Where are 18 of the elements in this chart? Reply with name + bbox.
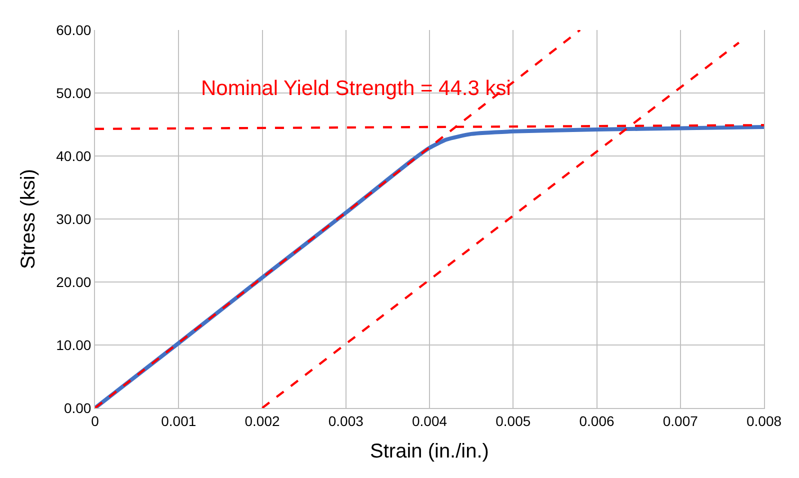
y-tick-label: 60.00 (56, 22, 92, 38)
y-tick-label: 30.00 (56, 210, 92, 227)
x-tick-label: 0.005 (496, 412, 531, 429)
x-tick-label: 0 (91, 412, 100, 429)
y-tick-label: 0.00 (64, 400, 92, 416)
x-tick-label: 0.008 (746, 412, 782, 429)
y-tick-label: 10.00 (56, 336, 92, 353)
x-tick-label: 0.004 (412, 412, 448, 429)
x-tick-label: 0.003 (328, 412, 364, 429)
y-tick-label: 20.00 (56, 274, 92, 290)
y-axis-title: Stress (ksi) (18, 169, 40, 269)
x-tick-label: 0.007 (662, 412, 698, 429)
x-tick-label: 0.006 (579, 412, 614, 429)
y-tick-label: 40.00 (56, 148, 92, 164)
x-axis-title: Strain (in./in.) (370, 440, 489, 462)
x-tick-label: 0.002 (244, 412, 280, 429)
x-tick-label: 0.001 (161, 412, 196, 429)
y-tick-label: 50.00 (56, 84, 92, 101)
